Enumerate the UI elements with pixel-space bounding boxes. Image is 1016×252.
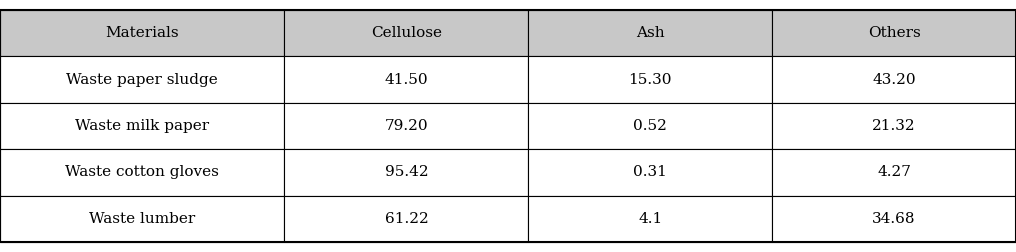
Text: 15.30: 15.30 — [629, 73, 672, 87]
Bar — [0, 10, 284, 56]
Text: Others: Others — [868, 26, 920, 40]
Bar — [772, 10, 1016, 56]
Bar — [772, 103, 1016, 149]
Bar — [528, 196, 772, 242]
Bar — [284, 10, 528, 56]
Text: Waste milk paper: Waste milk paper — [75, 119, 209, 133]
Bar — [284, 56, 528, 103]
Text: 41.50: 41.50 — [385, 73, 428, 87]
Bar — [284, 149, 528, 196]
Text: Waste cotton gloves: Waste cotton gloves — [65, 165, 219, 179]
Bar — [0, 149, 284, 196]
Bar — [528, 10, 772, 56]
Bar — [0, 196, 284, 242]
Text: Cellulose: Cellulose — [371, 26, 442, 40]
Text: 0.31: 0.31 — [633, 165, 668, 179]
Text: Ash: Ash — [636, 26, 664, 40]
Bar — [0, 56, 284, 103]
Text: 61.22: 61.22 — [384, 212, 429, 226]
Text: 79.20: 79.20 — [385, 119, 428, 133]
Text: 4.27: 4.27 — [877, 165, 911, 179]
Bar — [772, 196, 1016, 242]
Bar — [772, 149, 1016, 196]
Bar — [284, 103, 528, 149]
Bar — [0, 103, 284, 149]
Text: 34.68: 34.68 — [873, 212, 915, 226]
Bar — [528, 56, 772, 103]
Bar — [528, 149, 772, 196]
Bar — [772, 56, 1016, 103]
Text: Waste lumber: Waste lumber — [89, 212, 195, 226]
Text: 0.52: 0.52 — [633, 119, 668, 133]
Text: Materials: Materials — [106, 26, 179, 40]
Text: 43.20: 43.20 — [873, 73, 915, 87]
Bar — [528, 103, 772, 149]
Text: 21.32: 21.32 — [873, 119, 915, 133]
Bar — [284, 196, 528, 242]
Text: 4.1: 4.1 — [638, 212, 662, 226]
Text: Waste paper sludge: Waste paper sludge — [66, 73, 218, 87]
Text: 95.42: 95.42 — [385, 165, 428, 179]
